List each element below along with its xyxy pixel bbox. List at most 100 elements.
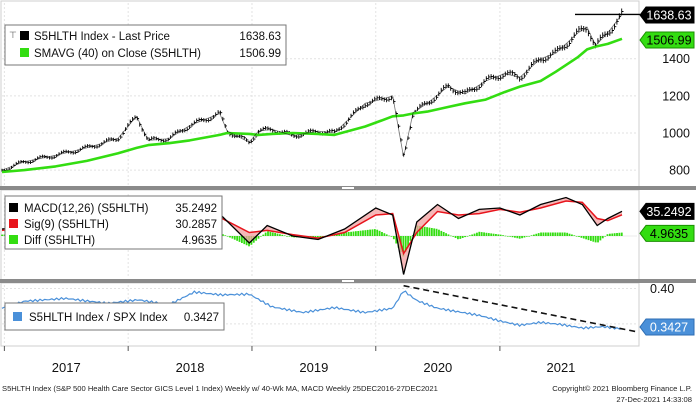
price-bar xyxy=(326,129,330,134)
diff-bar xyxy=(278,234,281,236)
diff-bar xyxy=(461,236,464,238)
diff-bar xyxy=(388,235,390,237)
diff-bar xyxy=(563,232,566,236)
price-bar xyxy=(478,85,481,90)
diff-tag-text: 4.9635 xyxy=(650,227,688,241)
price-bar xyxy=(260,128,263,132)
diff-bar xyxy=(369,229,371,236)
price-bar xyxy=(511,70,515,76)
ratio-tag-box xyxy=(639,318,695,336)
price-bar xyxy=(485,76,489,81)
price-bar xyxy=(421,102,424,107)
price-bar xyxy=(196,118,199,123)
price-bar xyxy=(174,130,178,135)
legend-swatch xyxy=(9,203,18,212)
price-bar xyxy=(341,126,344,131)
price-bar xyxy=(476,86,479,92)
price-bar xyxy=(56,154,59,158)
diff-bar xyxy=(480,232,483,236)
diff-bar xyxy=(587,236,590,241)
price-bar xyxy=(165,139,168,143)
diff-bar xyxy=(447,234,450,236)
diff-bar xyxy=(592,236,595,242)
diff-bar xyxy=(262,234,265,236)
diff-bar xyxy=(549,232,552,236)
diff-bar xyxy=(257,236,260,239)
diff-bar xyxy=(371,229,374,236)
price-bar xyxy=(445,83,448,89)
resize-handle[interactable] xyxy=(342,187,354,189)
price-bar xyxy=(533,59,536,65)
legend-label: Sig(9) (S5HLTH) xyxy=(24,219,109,231)
diff-bar xyxy=(620,232,623,236)
diff-bar xyxy=(238,236,241,242)
diff-bar xyxy=(407,236,409,247)
macd-tag: 35.2492 xyxy=(639,202,695,220)
diff-bar xyxy=(582,236,585,239)
diff-bar xyxy=(419,226,421,236)
price-bar xyxy=(488,74,491,80)
diff-bar xyxy=(523,236,526,238)
legend-value: 4.9635 xyxy=(182,235,217,247)
resize-handle[interactable] xyxy=(342,280,354,282)
price-bar xyxy=(65,149,68,153)
price-bar xyxy=(18,160,21,164)
price-bar xyxy=(530,62,534,67)
price-bar xyxy=(352,110,356,115)
smavg-tag-box xyxy=(639,31,695,49)
diff-bar xyxy=(575,236,578,237)
diff-bar xyxy=(347,232,350,236)
footer-copyright: Copyright© 2021 Bloomberg Finance L.P. xyxy=(552,384,692,393)
diff-bar xyxy=(343,232,345,236)
diff-bar xyxy=(554,232,557,236)
price-bar xyxy=(452,88,455,94)
diff-bar xyxy=(435,228,438,236)
diff-bar xyxy=(478,231,481,236)
ratio-tag-text: 0.3427 xyxy=(650,321,688,335)
diff-bar xyxy=(537,233,540,236)
price-bar xyxy=(300,134,303,138)
diff-bar xyxy=(616,233,618,236)
price-bar xyxy=(571,36,574,43)
price-bar xyxy=(184,128,187,133)
price-bar xyxy=(87,144,90,148)
smavg-tag: 1506.99 xyxy=(639,31,695,49)
diff-bar xyxy=(421,226,424,236)
diff-bar xyxy=(471,234,474,236)
price-bar xyxy=(447,83,451,88)
diff-bar xyxy=(255,236,258,241)
diff-bar xyxy=(283,235,286,236)
price-bar xyxy=(431,100,434,105)
legend-value: 1638.63 xyxy=(239,31,281,43)
diff-bar xyxy=(381,232,383,236)
price-bar xyxy=(611,27,614,34)
price-bar xyxy=(98,144,102,148)
diff-bar xyxy=(464,236,466,238)
price-bar xyxy=(96,145,99,149)
diff-bar xyxy=(613,233,616,236)
diff-bar xyxy=(459,236,462,239)
price-bar xyxy=(542,58,546,64)
diff-bar xyxy=(357,231,360,236)
diff-bar xyxy=(466,236,469,237)
price-bar xyxy=(198,117,201,122)
price-bar xyxy=(466,87,470,93)
price-bar xyxy=(257,129,261,134)
price-bar xyxy=(500,75,503,81)
diff-bar xyxy=(490,233,493,236)
diff-bar xyxy=(288,236,291,237)
diff-bar xyxy=(243,236,246,245)
diff-bar xyxy=(552,232,554,236)
legend-swatch xyxy=(9,235,18,244)
diff-bar xyxy=(442,232,445,236)
diff-bar xyxy=(395,236,398,244)
price-bar xyxy=(457,90,460,96)
legend-swatch xyxy=(9,219,18,228)
legend-label: MACD(12,26) (S5HLTH) xyxy=(24,203,149,215)
last-price-tag-box xyxy=(639,6,695,24)
price-bar xyxy=(329,128,332,133)
footer-timestamp: 27-Dec-2021 14:33:08 xyxy=(616,395,692,404)
price-bar xyxy=(521,75,524,81)
price-bar xyxy=(535,57,538,63)
diff-bar xyxy=(433,228,436,236)
